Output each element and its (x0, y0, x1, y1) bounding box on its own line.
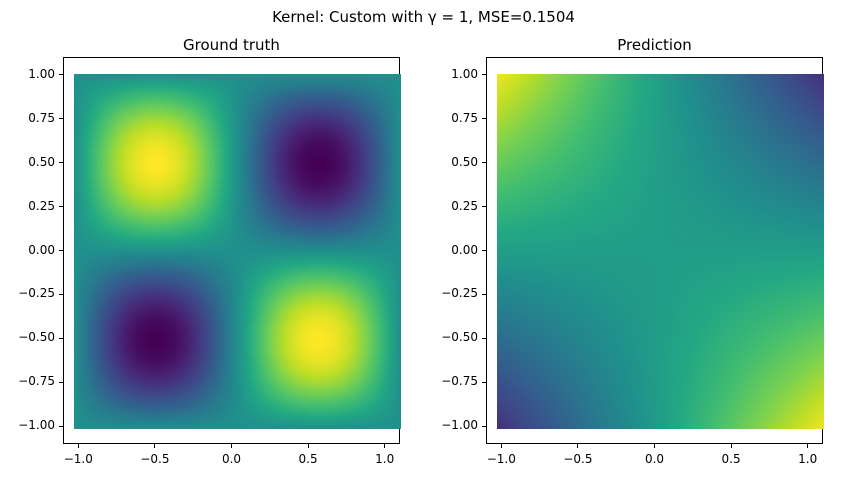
prediction-heatmap (497, 74, 824, 429)
ground-truth-y-tick-label: 0.00 (28, 242, 55, 257)
prediction-y-tick-label: 0.75 (451, 110, 478, 125)
ground-truth-x-tick-label: 0.0 (221, 452, 242, 466)
ground-truth-x-tick-label: 0.5 (298, 452, 318, 466)
prediction-y-tick-mark (482, 162, 486, 164)
figure-title: Kernel: Custom with γ = 1, MSE=0.1504 (272, 8, 575, 26)
ground-truth-y-tick-mark (59, 381, 63, 383)
ground-truth-y-tick-mark (59, 74, 63, 76)
ground-truth-x-tick-mark (154, 444, 156, 448)
ground-truth-y-tick-mark (59, 162, 63, 164)
ground-truth-y-tick-label: −0.50 (18, 330, 55, 345)
ground-truth-y-tick-mark (59, 337, 63, 339)
ground-truth-x-tick-mark (384, 444, 386, 448)
ground-truth-y-tick-label: 0.50 (28, 154, 55, 169)
prediction-x-tick-label: 1.0 (798, 452, 818, 466)
prediction-y-tick-label: −0.25 (441, 286, 478, 301)
prediction-y-tick-label: −1.00 (441, 418, 478, 433)
prediction-y-tick-label: −0.50 (441, 330, 478, 345)
ground-truth-x-tick-mark (231, 444, 232, 448)
ground-truth-y-tick-mark (59, 118, 63, 120)
ground-truth-y-tick-mark (59, 250, 63, 251)
prediction-y-tick-label: 0.00 (451, 242, 478, 257)
prediction-y-tick-mark (482, 425, 486, 427)
ground-truth-y-tick-mark (59, 293, 63, 295)
ground-truth-heatmap (74, 74, 401, 429)
prediction-y-tick-mark (482, 250, 486, 251)
prediction-x-tick-label: 0.5 (721, 452, 741, 466)
ground-truth-y-tick-label: 0.75 (28, 110, 55, 125)
ground-truth-x-tick-mark (77, 444, 79, 448)
prediction-y-tick-label: 0.50 (451, 154, 478, 169)
ground-truth-x-tick-label: 1.0 (375, 452, 395, 466)
ground-truth-y-tick-label: −0.75 (18, 374, 55, 389)
prediction-x-tick-label: −0.5 (563, 452, 593, 466)
prediction-y-tick-mark (482, 74, 486, 76)
prediction-y-tick-label: −0.75 (441, 374, 478, 389)
ground-truth-y-tick-label: 1.00 (28, 66, 55, 81)
prediction-x-tick-mark (500, 444, 502, 448)
prediction-y-tick-label: 1.00 (451, 66, 478, 81)
prediction-y-tick-mark (482, 381, 486, 383)
ground-truth-y-tick-label: 0.25 (28, 198, 55, 213)
prediction-y-tick-mark (482, 118, 486, 120)
ground-truth-y-tick-label: −1.00 (18, 418, 55, 433)
ground-truth-y-tick-mark (59, 425, 63, 427)
prediction-x-tick-mark (577, 444, 579, 448)
ground-truth-x-tick-label: −0.5 (140, 452, 170, 466)
prediction-y-tick-mark (482, 293, 486, 295)
prediction-y-tick-mark (482, 206, 486, 208)
prediction-plot-area (486, 57, 824, 444)
prediction-x-tick-mark (730, 444, 732, 448)
ground-truth-x-tick-mark (307, 444, 309, 448)
ground-truth-y-tick-mark (59, 206, 63, 208)
prediction-x-tick-mark (654, 444, 655, 448)
prediction-x-tick-mark (807, 444, 809, 448)
prediction-y-tick-label: 0.25 (451, 198, 478, 213)
subplot-title-ground-truth: Ground truth (183, 36, 280, 54)
prediction-y-tick-mark (482, 337, 486, 339)
ground-truth-x-tick-label: −1.0 (63, 452, 93, 466)
subplot-title-prediction: Prediction (617, 36, 692, 54)
prediction-x-tick-label: 0.0 (644, 452, 665, 466)
ground-truth-y-tick-label: −0.25 (18, 286, 55, 301)
prediction-x-tick-label: −1.0 (486, 452, 516, 466)
ground-truth-plot-area (63, 57, 401, 444)
